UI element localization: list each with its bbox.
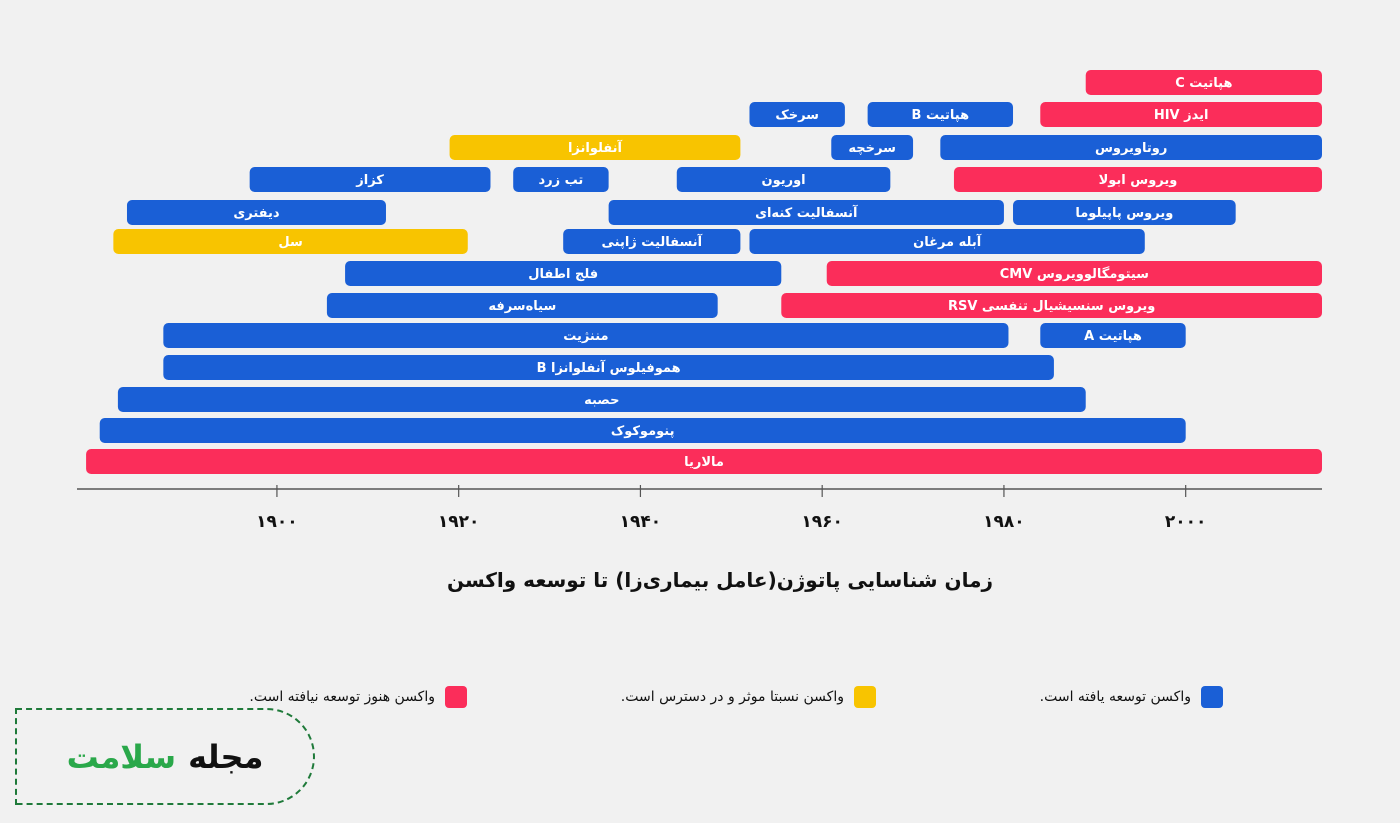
bar-developed <box>749 102 845 127</box>
x-tick-label: ۱۹۲۰ <box>438 512 480 532</box>
legend-label: واکسن هنوز توسعه نیافته است. <box>249 689 435 705</box>
legend-swatch-yellow <box>854 686 876 708</box>
bar-label: اوریون <box>761 173 805 188</box>
bar-label: سیتومگالوویروس CMV <box>1000 266 1149 282</box>
legend-label: واکسن نسبتا موثر و در دسترس است. <box>620 689 844 705</box>
bar-label: سرخچه <box>848 141 896 156</box>
bar-partial <box>113 229 468 254</box>
bar-label: آنسفالیت ژاپنی <box>602 233 703 250</box>
chart-title: زمان شناسایی پاتوژن(عامل بیماری‌زا) تا ت… <box>446 568 994 592</box>
bar-label: روتاویروس <box>1095 141 1167 156</box>
bar-label: آنسفالیت کنه‌ای <box>755 204 858 221</box>
bar-label: دیفتری <box>233 206 280 221</box>
bar-label: ویروس ابولا <box>1099 173 1178 188</box>
bar-label: آبله مرغان <box>913 233 982 250</box>
bar-label: سیاه‌سرفه <box>488 299 556 314</box>
bar-developed <box>513 167 609 192</box>
bar-label: سل <box>278 235 302 250</box>
bar-developed <box>163 355 1054 380</box>
bar-label: سرخک <box>775 108 819 123</box>
bar-label: آنفلوانزا <box>568 139 623 156</box>
timeline-chart: هپاتیت C سرخک هپاتیت B ایدز HIV آنفلوانزا سرخ… <box>77 70 1322 532</box>
bar-label: هموفیلوس آنفلوانزا B <box>537 359 681 376</box>
bar-none <box>1040 102 1322 127</box>
legend-swatch-blue <box>1201 686 1223 708</box>
x-tick-label: ۱۹۰۰ <box>256 512 298 532</box>
bar-label: مننژیت <box>563 329 608 344</box>
bar-developed <box>99 418 1186 443</box>
bar-label: هپاتیت A <box>1084 329 1142 344</box>
bar-label: مالاریا <box>684 455 724 470</box>
bar-developed <box>831 135 914 160</box>
bar-developed <box>1040 323 1186 348</box>
bar-label: فلج اطفال <box>528 267 598 282</box>
legend-none: واکسن هنوز توسعه نیافته است. <box>249 686 467 708</box>
bar-developed <box>867 102 1014 127</box>
bar-developed <box>749 229 1145 254</box>
bar-label: ویروس پاپیلوما <box>1075 206 1173 221</box>
bar-none <box>953 167 1322 192</box>
bar-developed <box>117 387 1086 412</box>
bar-none <box>826 261 1322 286</box>
bar-partial <box>449 135 741 160</box>
bar-developed <box>345 261 782 286</box>
bar-label: تب زرد <box>539 173 584 188</box>
x-tick-label: ۱۹۶۰ <box>801 512 843 532</box>
bar-developed <box>940 135 1322 160</box>
bar-none <box>781 293 1322 318</box>
bar-label: هپاتیت C <box>1175 76 1232 91</box>
bar-label: حصبه <box>584 393 619 408</box>
bar-developed <box>163 323 1009 348</box>
bar-developed <box>1013 200 1236 225</box>
x-tick-label: ۲۰۰۰ <box>1165 512 1207 532</box>
legend-label: واکسن توسعه یافته است. <box>1039 689 1191 705</box>
bar-developed <box>326 293 718 318</box>
bar-label: ویروس سنسیشیال تنفسی RSV <box>948 299 1155 314</box>
bar-developed <box>249 167 491 192</box>
bar-none <box>86 449 1322 474</box>
logo-word-1: مجله <box>188 737 264 776</box>
bar-developed <box>126 200 386 225</box>
legend-developed: واکسن توسعه یافته است. <box>1040 686 1223 708</box>
bar-developed <box>563 229 741 254</box>
bar-developed <box>676 167 891 192</box>
logo: مجله سلامت <box>15 708 315 805</box>
x-tick-label: ۱۹۴۰ <box>620 512 662 532</box>
bar-label: پنوموکوک <box>611 424 675 439</box>
bar-label: ایدز HIV <box>1154 108 1209 123</box>
legend-swatch-red <box>445 686 467 708</box>
bar-label: کزاز <box>355 173 384 188</box>
x-tick-label: ۱۹۸۰ <box>983 512 1025 532</box>
bar-label: هپاتیت B <box>912 108 970 123</box>
bar-none <box>1085 70 1322 95</box>
logo-word-2: سلامت <box>66 737 177 776</box>
legend-partial: واکسن نسبتا موثر و در دسترس است. <box>621 686 876 708</box>
bar-developed <box>608 200 1004 225</box>
